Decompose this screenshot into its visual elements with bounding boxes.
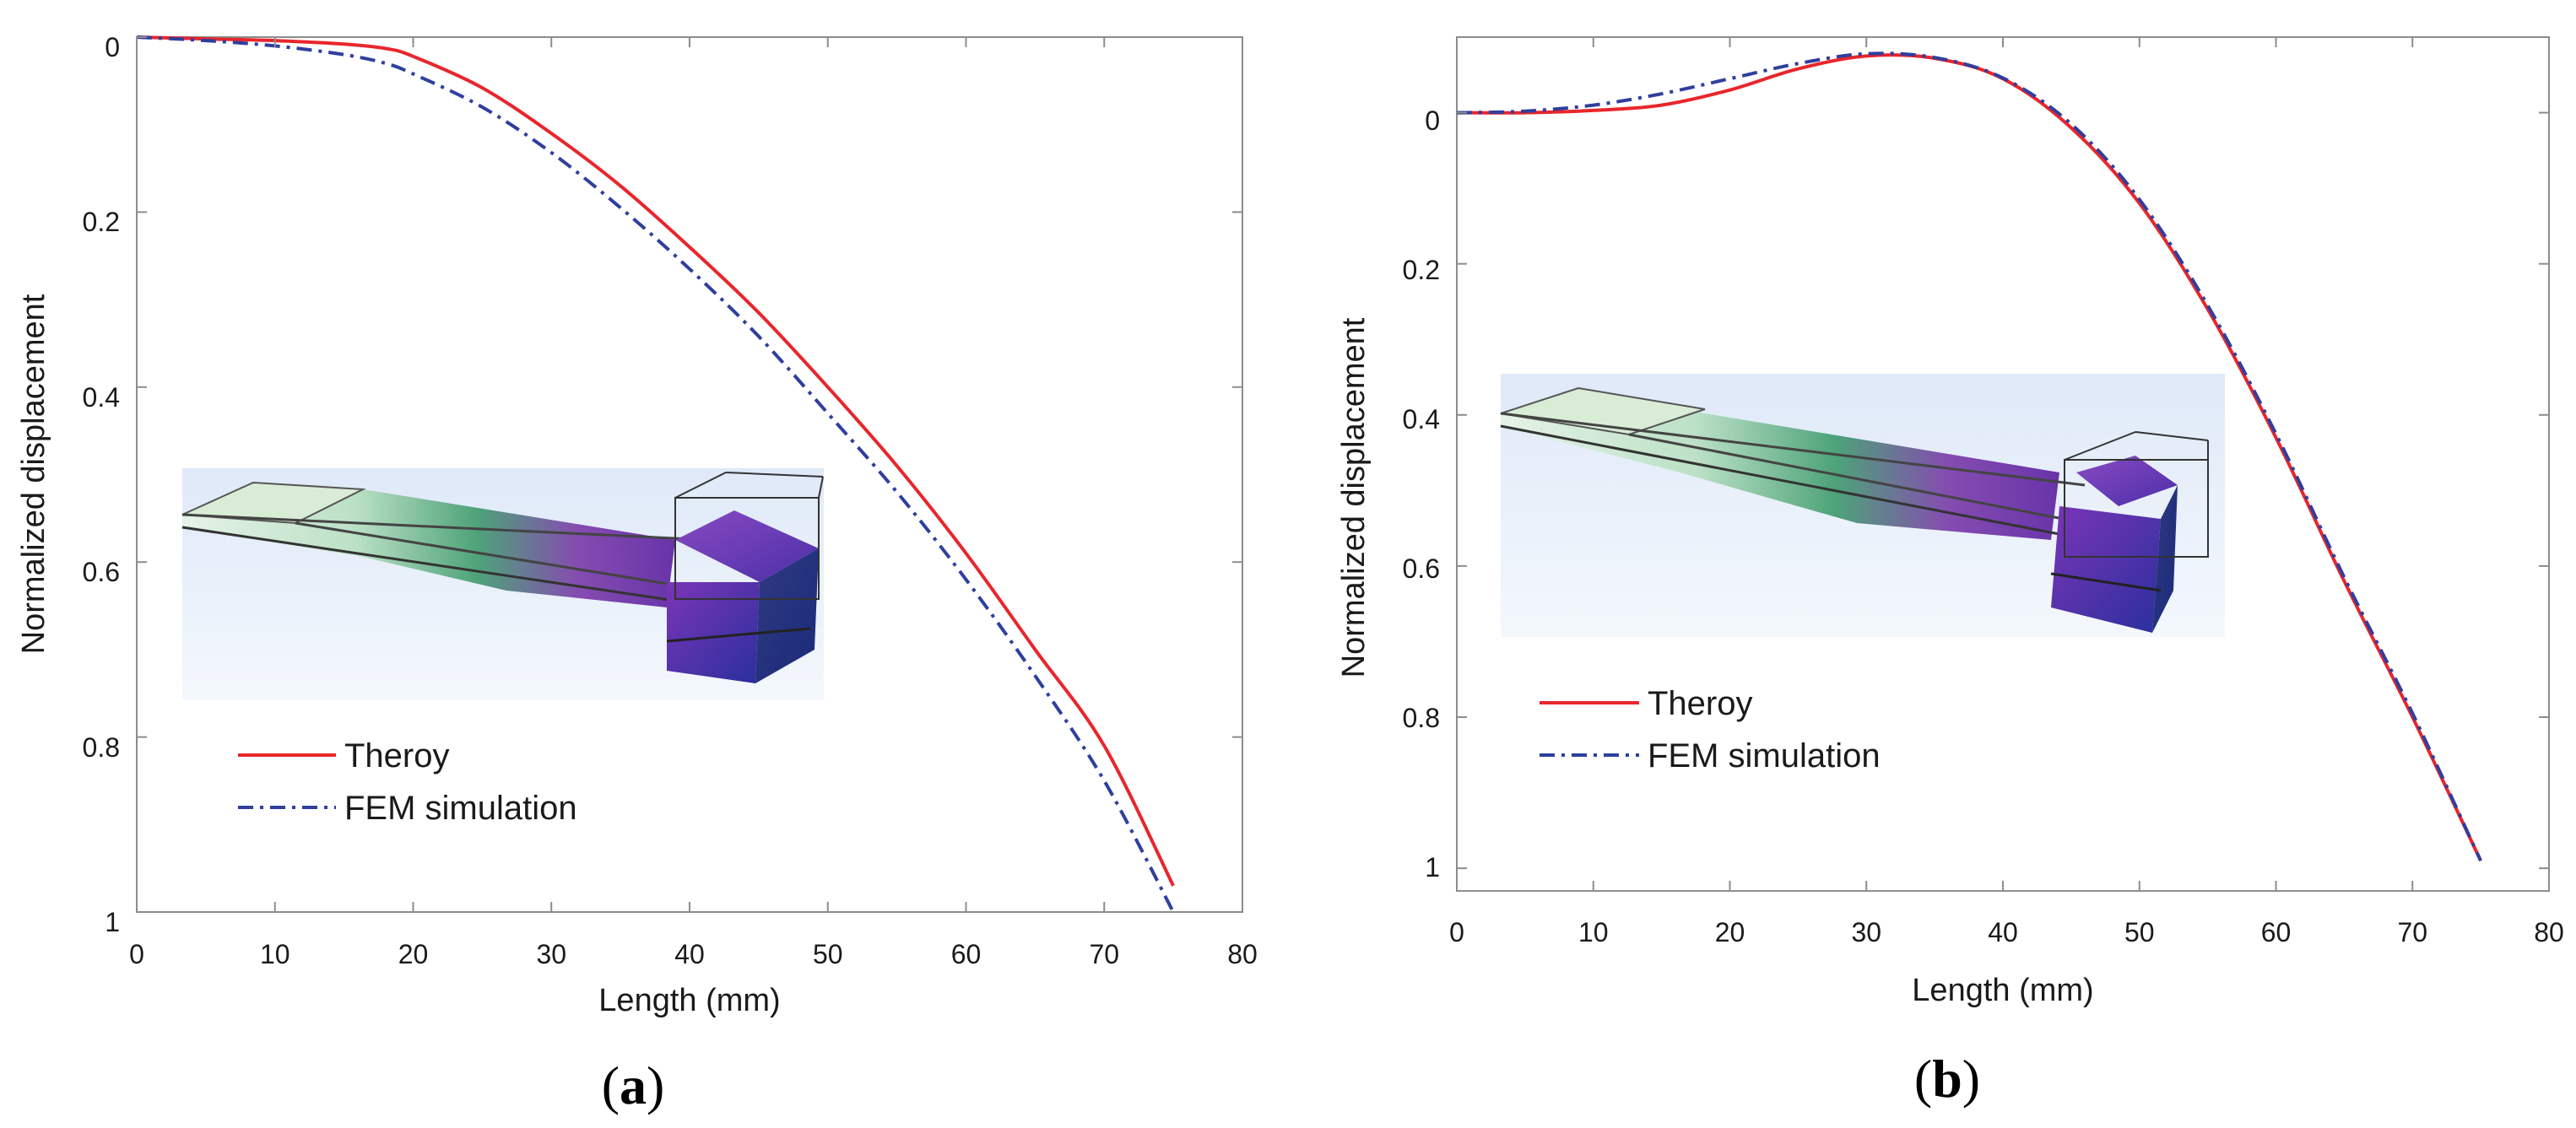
x-tick-a-8: 80 xyxy=(1227,939,1258,969)
fem-line-a xyxy=(136,35,1175,913)
x-tick-b-1: 10 xyxy=(1578,917,1609,947)
x-ticks-a: 0 10 20 30 40 50 60 70 80 xyxy=(129,939,1258,969)
y-tick-a-4: 0.8 xyxy=(83,732,120,763)
y-tick-a-2: 0.4 xyxy=(83,382,120,413)
tick-marks-a xyxy=(136,36,1243,913)
fem-line-b xyxy=(1456,51,2482,862)
y-tick-b-5: 1 xyxy=(1425,852,1440,882)
x-tick-a-7: 70 xyxy=(1089,939,1119,969)
x-tick-b-3: 30 xyxy=(1851,917,1881,947)
x-tick-b-4: 40 xyxy=(1988,917,2018,947)
inset-image-a xyxy=(181,468,824,700)
legend-label-theory-a: Theroy xyxy=(344,737,450,774)
x-tick-b-0: 0 xyxy=(1449,917,1464,947)
y-axis-label-a: Normalized displacement xyxy=(16,294,51,654)
y-axis-label-b: Normalized displacement xyxy=(1336,317,1372,677)
y-tick-b-4: 0.8 xyxy=(1403,703,1440,733)
panel-label-b: (b) xyxy=(1914,1049,1980,1109)
legend-b: Theroy FEM simulation xyxy=(1540,685,1881,774)
y-tick-a-3: 0.6 xyxy=(83,557,120,587)
x-tick-a-6: 60 xyxy=(951,939,982,969)
x-axis-label-a: Length (mm) xyxy=(598,983,780,1018)
theory-line-a xyxy=(136,35,1175,887)
y-tick-b-0: 0 xyxy=(1425,105,1440,136)
y-tick-b-2: 0.4 xyxy=(1403,404,1440,434)
x-tick-b-6: 60 xyxy=(2261,917,2292,947)
tick-marks-b xyxy=(1456,37,2550,891)
y-ticks-b: 0 0.2 0.4 0.6 0.8 1 xyxy=(1403,105,1440,882)
x-tick-a-0: 0 xyxy=(129,939,144,969)
x-tick-b-8: 80 xyxy=(2534,917,2564,947)
y-tick-a-5: 1 xyxy=(105,907,120,937)
legend-label-fem-b: FEM simulation xyxy=(1648,737,1881,774)
legend-label-fem-a: FEM simulation xyxy=(344,790,577,827)
x-tick-a-5: 50 xyxy=(813,939,843,969)
plot-lines-b xyxy=(1456,51,2482,862)
x-tick-b-7: 70 xyxy=(2397,917,2427,947)
x-tick-a-3: 30 xyxy=(536,939,566,969)
x-ticks-b: 0 10 20 30 40 50 60 70 80 xyxy=(1449,917,2564,947)
legend-a: Theroy FEM simulation xyxy=(238,737,577,827)
x-tick-b-5: 50 xyxy=(2124,917,2155,947)
y-tick-a-0: 0 xyxy=(105,32,120,62)
legend-label-theory-b: Theroy xyxy=(1648,685,1753,722)
panel-label-a: (a) xyxy=(602,1055,665,1115)
x-axis-label-b: Length (mm) xyxy=(1912,973,2093,1008)
y-tick-b-3: 0.6 xyxy=(1403,553,1440,584)
chart-panel-a: 0 10 20 30 40 50 60 70 80 0 0.2 0.4 0.6 … xyxy=(16,32,1258,1115)
plot-lines-a xyxy=(136,35,1175,913)
inset-image-b xyxy=(1500,374,2225,637)
y-tick-a-1: 0.2 xyxy=(83,207,120,237)
x-tick-b-2: 20 xyxy=(1715,917,1745,947)
y-ticks-a: 0 0.2 0.4 0.6 0.8 1 xyxy=(83,32,120,937)
y-tick-b-1: 0.2 xyxy=(1403,255,1440,285)
x-tick-a-1: 10 xyxy=(260,939,290,969)
chart-panel-b: 0 10 20 30 40 50 60 70 80 0 0.2 0.4 0.6 … xyxy=(1336,36,2564,1109)
x-tick-a-2: 20 xyxy=(398,939,429,969)
x-tick-a-4: 40 xyxy=(674,939,705,969)
